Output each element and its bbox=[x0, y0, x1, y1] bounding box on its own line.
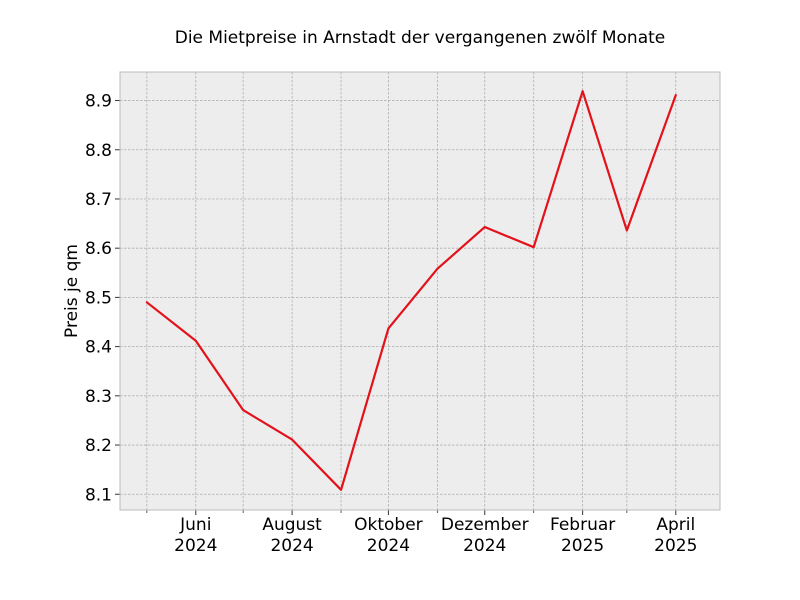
x-tick-label-month: Februar bbox=[550, 515, 615, 535]
grid bbox=[120, 72, 720, 510]
y-tick-label: 8.2 bbox=[85, 436, 112, 456]
y-tick-label: 8.9 bbox=[85, 92, 112, 112]
x-tick-label-month: April bbox=[656, 515, 695, 535]
x-tick-label-year: 2025 bbox=[561, 536, 604, 556]
y-axis-label: Preis je qm bbox=[62, 244, 82, 338]
y-tick-label: 8.7 bbox=[85, 190, 112, 210]
x-tick-label-month: Dezember bbox=[441, 515, 529, 535]
y-tick-label: 8.5 bbox=[85, 288, 112, 308]
plot-frame bbox=[119, 71, 721, 511]
series-line bbox=[145, 90, 677, 491]
chart-title: Die Mietpreise in Arnstadt der vergangen… bbox=[175, 28, 666, 48]
x-tick-labels: Juni2024August2024Oktober2024Dezember202… bbox=[174, 515, 697, 556]
x-tick-label-month: Juni bbox=[179, 515, 211, 535]
x-tick-label-month: August bbox=[262, 515, 322, 535]
data-series bbox=[145, 90, 677, 491]
x-tick-label-year: 2024 bbox=[270, 536, 313, 556]
y-tick-label: 8.1 bbox=[85, 485, 112, 505]
x-tick-label-year: 2025 bbox=[654, 536, 697, 556]
x-tick-label-year: 2024 bbox=[367, 536, 410, 556]
x-tick-label-month: Oktober bbox=[354, 515, 423, 535]
y-tick-label: 8.4 bbox=[85, 338, 112, 358]
y-tick-labels: 8.1 8.2 8.3 8.4 8.5 8.6 8.7 8.8 8.9 bbox=[85, 92, 112, 506]
x-tick-label-year: 2024 bbox=[174, 536, 217, 556]
y-tick-label: 8.6 bbox=[85, 239, 112, 259]
y-tick-label: 8.3 bbox=[85, 387, 112, 407]
tick-marks bbox=[115, 100, 677, 515]
y-tick-label: 8.8 bbox=[85, 141, 112, 161]
x-tick-label-year: 2024 bbox=[463, 536, 506, 556]
